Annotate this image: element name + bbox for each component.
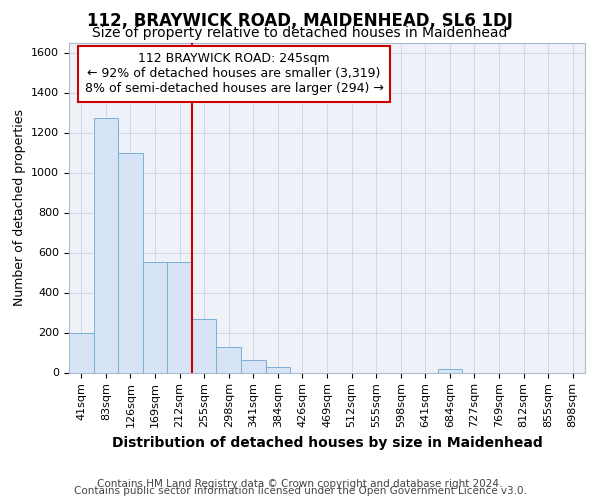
Y-axis label: Number of detached properties: Number of detached properties [13,109,26,306]
Bar [266,366,290,372]
Bar [69,333,94,372]
Bar [217,346,241,372]
Bar [437,369,462,372]
Bar [118,152,143,372]
X-axis label: Distribution of detached houses by size in Maidenhead: Distribution of detached houses by size … [112,436,542,450]
Text: Contains HM Land Registry data © Crown copyright and database right 2024.: Contains HM Land Registry data © Crown c… [97,479,503,489]
Bar [241,360,266,372]
Text: 112 BRAYWICK ROAD: 245sqm
← 92% of detached houses are smaller (3,319)
8% of sem: 112 BRAYWICK ROAD: 245sqm ← 92% of detac… [85,52,383,96]
Bar [167,262,192,372]
Text: 112, BRAYWICK ROAD, MAIDENHEAD, SL6 1DJ: 112, BRAYWICK ROAD, MAIDENHEAD, SL6 1DJ [87,12,513,30]
Bar [94,118,118,372]
Text: Size of property relative to detached houses in Maidenhead: Size of property relative to detached ho… [92,26,508,40]
Bar [192,318,217,372]
Bar [143,262,167,372]
Text: Contains public sector information licensed under the Open Government Licence v3: Contains public sector information licen… [74,486,526,496]
